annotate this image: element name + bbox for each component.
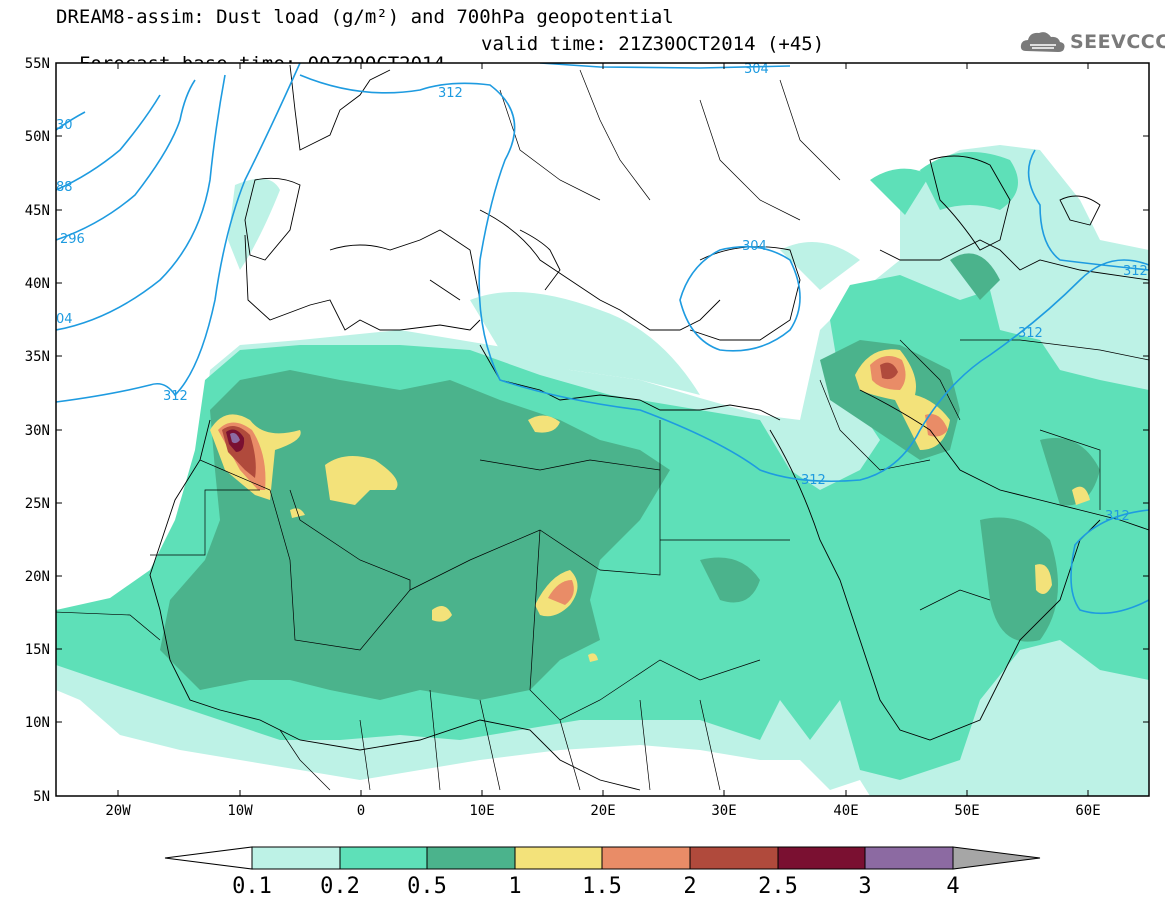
svg-text:304: 304	[744, 62, 769, 77]
valid-time: valid time: 21Z30OCT2014 (+45)	[481, 33, 825, 55]
svg-text:88: 88	[56, 180, 73, 195]
svg-text:312: 312	[801, 473, 826, 488]
colorbar-right-arrow	[952, 846, 1041, 870]
map-title: DREAM8-assim: Dust load (g/m²) and 700hP…	[56, 6, 674, 28]
colorbar-swatch	[514, 846, 603, 870]
colorbar-swatch	[777, 846, 866, 870]
svg-text:312: 312	[163, 389, 188, 404]
svg-text:312: 312	[1123, 264, 1148, 279]
map-area: 304 312 312 30 88 296 04 312 304 312 312…	[56, 62, 1149, 796]
lon-label: 20E	[590, 803, 615, 819]
lat-label: 20N	[25, 569, 50, 585]
colorbar-swatch	[864, 846, 954, 870]
svg-text:312: 312	[438, 86, 463, 101]
svg-text:312: 312	[1105, 509, 1130, 524]
lat-label: 5N	[33, 789, 50, 805]
colorbar-swatch	[426, 846, 516, 870]
dust-layer-2.5	[226, 429, 245, 452]
colorbar-label: 1	[508, 874, 521, 899]
lat-label: 15N	[25, 642, 50, 658]
lat-label: 10N	[25, 715, 50, 731]
coastlines	[149, 64, 1149, 791]
colorbar-swatch	[339, 846, 428, 870]
lon-label: 30E	[711, 803, 736, 819]
colorbar-swatch	[251, 846, 341, 870]
lon-label: 60E	[1075, 803, 1100, 819]
latitude-axis: 55N 50N 45N 40N 35N 30N 25N 20N 15N 10N …	[25, 56, 1149, 805]
colorbar-label: 2.5	[758, 874, 798, 899]
colorbar-label: 3	[858, 874, 871, 899]
colorbar: 0.1 0.2 0.5 1 1.5 2 2.5 3 4	[164, 846, 1041, 899]
colorbar-left-arrow	[164, 846, 253, 870]
colorbar-label: 4	[946, 874, 959, 899]
svg-text:04: 04	[56, 312, 73, 327]
colorbar-label: 0.5	[407, 874, 447, 899]
svg-text:296: 296	[60, 232, 85, 247]
logo-text: SEEVCCC	[1070, 31, 1165, 53]
lon-label: 20W	[105, 803, 131, 819]
colorbar-label: 0.2	[320, 874, 360, 899]
lon-label: 50E	[954, 803, 979, 819]
svg-text:30: 30	[56, 118, 73, 133]
colorbar-swatch	[601, 846, 691, 870]
lat-label: 40N	[25, 276, 50, 292]
geopotential-contours	[56, 63, 1149, 615]
colorbar-label: 0.1	[232, 874, 272, 899]
contour-labels: 304 312 312 30 88 296 04 312 304 312 312…	[56, 62, 1148, 524]
svg-text:312: 312	[1018, 326, 1043, 341]
lat-label: 50N	[25, 129, 50, 145]
longitude-axis: 20W 10W 0 10E 20E 30E 40E 50E 60E	[105, 63, 1101, 819]
lon-label: 40E	[833, 803, 858, 819]
colorbar-label: 2	[683, 874, 696, 899]
lon-label: 10W	[227, 803, 253, 819]
cloud-icon	[1020, 32, 1065, 52]
colorbar-label: 1.5	[582, 874, 622, 899]
lat-label: 30N	[25, 423, 50, 439]
lon-label: 10E	[469, 803, 494, 819]
lat-label: 45N	[25, 203, 50, 219]
seevccc-logo: SEEVCCC	[1018, 27, 1165, 57]
country-borders	[56, 69, 1149, 791]
svg-text:304: 304	[742, 239, 767, 254]
lat-label: 25N	[25, 496, 50, 512]
lon-label: 0	[357, 803, 365, 819]
colorbar-swatch	[689, 846, 779, 870]
lat-label: 55N	[25, 56, 50, 72]
lat-label: 35N	[25, 349, 50, 365]
